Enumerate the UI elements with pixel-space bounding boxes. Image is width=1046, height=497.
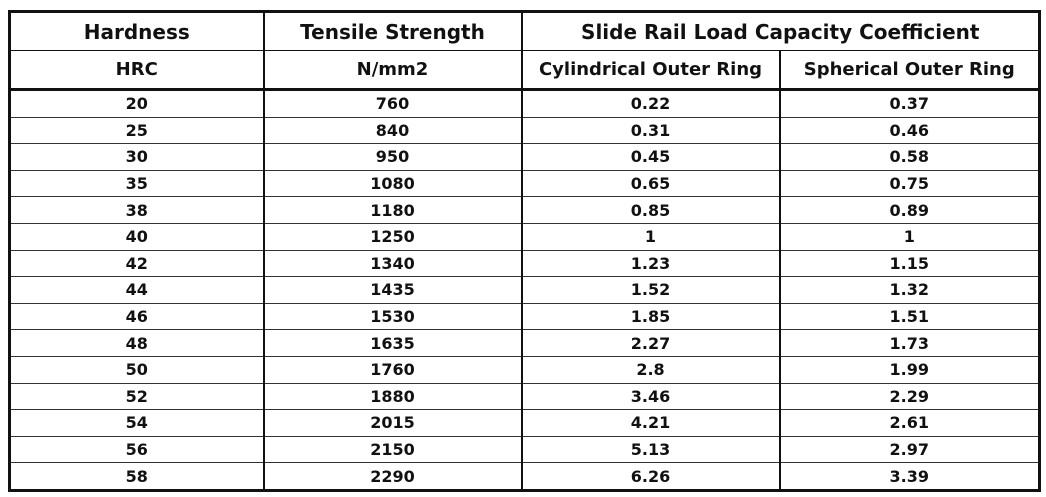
data-cell: 2150 (262, 436, 523, 464)
data-cell: 1880 (262, 383, 523, 411)
header-cell: Hardness (8, 11, 265, 51)
data-cell: 2290 (262, 462, 523, 491)
data-cell: 56 (8, 436, 265, 464)
data-row: 58 2290 6.26 3.39 (8, 462, 1041, 491)
data-cell: 2.61 (778, 409, 1041, 437)
data-cell: 2.8 (520, 356, 781, 384)
data-cell: 25 (8, 117, 265, 145)
data-cell: 950 (262, 143, 523, 171)
table-body: Hardness Tensile Strength Slide Rail Loa… (8, 11, 1041, 491)
data-row: 56 2150 5.13 2.97 (8, 436, 1041, 464)
data-cell: 52 (8, 383, 265, 411)
data-cell: 760 (262, 89, 523, 118)
data-cell: 1.52 (520, 276, 781, 304)
data-cell: 1760 (262, 356, 523, 384)
data-cell: 1 (520, 223, 781, 251)
data-cell: 0.75 (778, 170, 1041, 198)
data-row: 44 1435 1.52 1.32 (8, 276, 1041, 304)
data-row: 50 1760 2.8 1.99 (8, 356, 1041, 384)
data-cell: 0.65 (520, 170, 781, 198)
data-row: 38 1180 0.85 0.89 (8, 196, 1041, 224)
data-row: 48 1635 2.27 1.73 (8, 329, 1041, 357)
data-cell: 1.23 (520, 250, 781, 278)
data-cell: 840 (262, 117, 523, 145)
subheader-cell: HRC (8, 50, 265, 91)
data-cell: 0.58 (778, 143, 1041, 171)
data-cell: 1435 (262, 276, 523, 304)
data-cell: 6.26 (520, 462, 781, 491)
data-cell: 30 (8, 143, 265, 171)
data-row: 42 1340 1.23 1.15 (8, 250, 1041, 278)
data-cell: 44 (8, 276, 265, 304)
data-cell: 38 (8, 196, 265, 224)
data-cell: 1340 (262, 250, 523, 278)
data-cell: 1635 (262, 329, 523, 357)
subheader-row: HRC N/mm2 Cylindrical Outer Ring Spheric… (8, 50, 1041, 91)
data-cell: 0.37 (778, 89, 1041, 118)
data-cell: 1.73 (778, 329, 1041, 357)
hardness-table: Hardness Tensile Strength Slide Rail Loa… (8, 10, 1042, 492)
data-cell: 2015 (262, 409, 523, 437)
data-cell: 20 (8, 89, 265, 118)
data-cell: 1 (778, 223, 1041, 251)
data-cell: 40 (8, 223, 265, 251)
data-cell: 0.85 (520, 196, 781, 224)
header-cell: Slide Rail Load Capacity Coefficient (520, 11, 1041, 51)
header-row: Hardness Tensile Strength Slide Rail Loa… (8, 11, 1041, 51)
data-cell: 50 (8, 356, 265, 384)
data-cell: 0.22 (520, 89, 781, 118)
data-cell: 1.85 (520, 303, 781, 331)
data-cell: 5.13 (520, 436, 781, 464)
data-cell: 4.21 (520, 409, 781, 437)
data-row: 30 950 0.45 0.58 (8, 143, 1041, 171)
data-cell: 3.39 (778, 462, 1041, 491)
header-cell: Tensile Strength (262, 11, 523, 51)
data-cell: 3.46 (520, 383, 781, 411)
data-row: 52 1880 3.46 2.29 (8, 383, 1041, 411)
subheader-cell: N/mm2 (262, 50, 523, 91)
subheader-cell: Cylindrical Outer Ring (520, 50, 781, 91)
data-row: 25 840 0.31 0.46 (8, 117, 1041, 145)
data-cell: 2.27 (520, 329, 781, 357)
data-row: 54 2015 4.21 2.61 (8, 409, 1041, 437)
data-cell: 1080 (262, 170, 523, 198)
data-cell: 42 (8, 250, 265, 278)
data-cell: 1180 (262, 196, 523, 224)
data-cell: 0.46 (778, 117, 1041, 145)
data-cell: 54 (8, 409, 265, 437)
data-cell: 1.51 (778, 303, 1041, 331)
data-cell: 2.97 (778, 436, 1041, 464)
data-cell: 48 (8, 329, 265, 357)
data-cell: 1.32 (778, 276, 1041, 304)
data-cell: 0.31 (520, 117, 781, 145)
data-cell: 1530 (262, 303, 523, 331)
data-row: 35 1080 0.65 0.75 (8, 170, 1041, 198)
data-row: 20 760 0.22 0.37 (8, 89, 1041, 118)
data-cell: 46 (8, 303, 265, 331)
data-cell: 0.89 (778, 196, 1041, 224)
data-cell: 58 (8, 462, 265, 491)
data-cell: 2.29 (778, 383, 1041, 411)
data-row: 40 1250 1 1 (8, 223, 1041, 251)
data-cell: 35 (8, 170, 265, 198)
data-row: 46 1530 1.85 1.51 (8, 303, 1041, 331)
data-cell: 0.45 (520, 143, 781, 171)
subheader-cell: Spherical Outer Ring (778, 50, 1041, 91)
data-cell: 1.15 (778, 250, 1041, 278)
data-cell: 1250 (262, 223, 523, 251)
data-cell: 1.99 (778, 356, 1041, 384)
